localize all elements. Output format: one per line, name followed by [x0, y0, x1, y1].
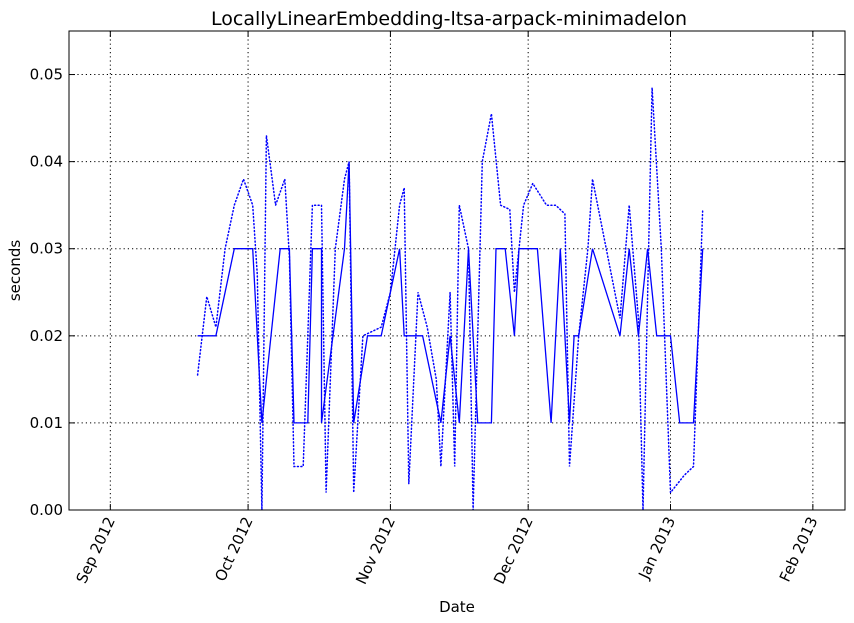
- axis-ticks: 0.00 0.01 0.02 0.03 0.04 0.05 Sep 2012 Oct 2012…: [30, 31, 845, 587]
- chart-title: LocallyLinearEmbedding-ltsa-arpack-minim…: [211, 8, 687, 30]
- y-tick-label: 0.05: [30, 66, 63, 84]
- y-tick-label: 0.04: [30, 153, 63, 171]
- x-axis-label: Date: [439, 598, 475, 616]
- y-tick-label: 0.02: [30, 327, 63, 345]
- x-tick-label: Nov 2012: [352, 514, 399, 587]
- x-tick-label: Jan 2013: [634, 514, 679, 582]
- x-tick-label: Sep 2012: [73, 514, 119, 586]
- y-axis-label: seconds: [6, 240, 24, 301]
- x-tick-label: Oct 2012: [211, 514, 256, 584]
- x-tick-label: Dec 2012: [490, 514, 537, 587]
- x-tick-label: Feb 2013: [776, 514, 822, 585]
- series-line-dotted: [196, 87, 704, 511]
- plot-frame: [68, 30, 846, 511]
- y-tick-label: 0.00: [30, 501, 63, 519]
- series-line-solid: [197, 161, 704, 424]
- y-tick-label: 0.03: [30, 240, 63, 258]
- y-tick-label: 0.01: [30, 414, 63, 432]
- grid: [69, 31, 845, 511]
- series-group: [196, 87, 704, 511]
